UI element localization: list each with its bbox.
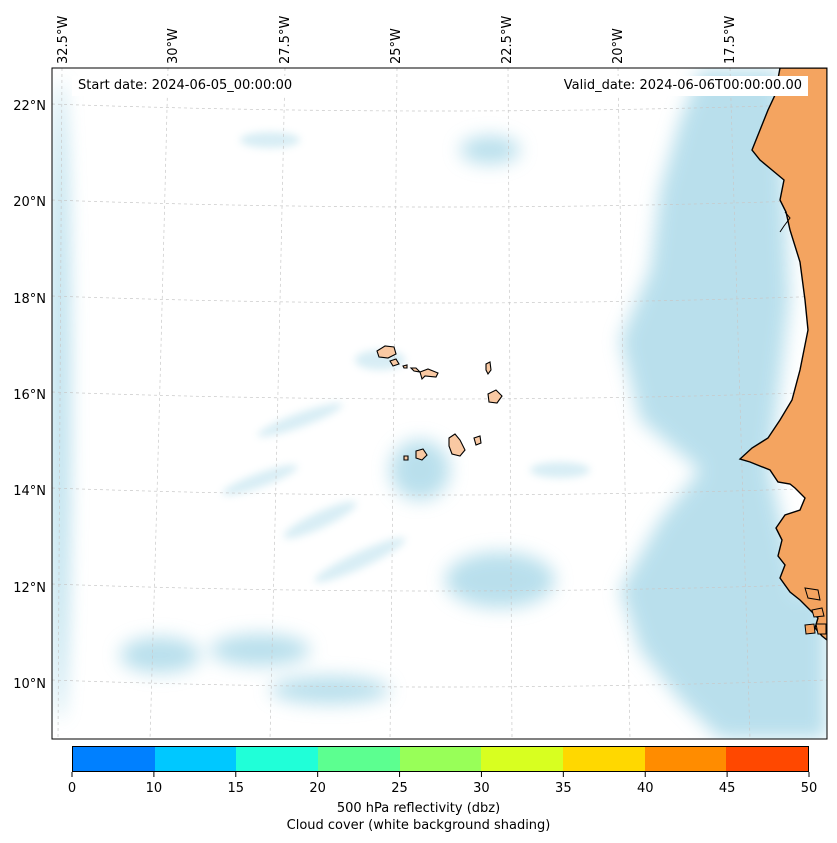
island-sal xyxy=(485,361,492,376)
coast-island xyxy=(815,623,827,635)
colorbar-segment xyxy=(644,747,727,771)
cloud-patch-central-south xyxy=(445,552,555,608)
coast-island xyxy=(804,623,816,635)
colorbar-segment xyxy=(236,747,319,771)
lat-label: 10°N xyxy=(13,677,46,692)
island-maio xyxy=(473,435,482,446)
parallel xyxy=(52,679,827,688)
cloud-streak xyxy=(240,132,300,148)
colorbar-segment xyxy=(73,747,155,771)
colorbar-tick-label: 50 xyxy=(801,781,818,796)
island-santo-antao xyxy=(376,345,397,359)
colorbar-tick-label: 0 xyxy=(68,781,76,796)
colorbar-segment xyxy=(563,747,645,771)
lon-label: 32.5°W xyxy=(56,16,71,64)
colorbar-ticks: 0 10 15 20 25 30 35 40 45 50 xyxy=(68,772,817,796)
colorbar-segment xyxy=(726,747,809,771)
longitude-labels: 32.5°W 30°W 27.5°W 25°W 22.5°W 20°W 17.5… xyxy=(56,16,738,64)
coast-island xyxy=(811,607,825,618)
cloud-band-southeast xyxy=(700,590,827,720)
lat-label: 16°N xyxy=(13,388,46,403)
start-date-label: Start date: 2024-06-05_00:00:00 xyxy=(72,76,299,96)
island-sao-nicolau xyxy=(409,367,422,373)
lat-label: 14°N xyxy=(13,484,46,499)
cloud-streak xyxy=(283,501,357,539)
cloud-band-east xyxy=(620,70,827,739)
parallel xyxy=(52,103,827,112)
colorbar-tick-label: 20 xyxy=(309,781,326,796)
meridian xyxy=(617,68,631,739)
cape-verde-islands xyxy=(376,345,503,461)
colorbar-tick-label: 10 xyxy=(146,781,163,796)
cloud-streaks-layer xyxy=(222,132,590,583)
colorbar-tick-label: 30 xyxy=(473,781,490,796)
cloud-streak xyxy=(257,403,343,437)
lat-label: 22°N xyxy=(13,99,46,114)
latitude-labels: 22°N 20°N 18°N 16°N 14°N 12°N 10°N xyxy=(13,99,46,692)
lon-label: 20°W xyxy=(611,28,626,64)
cloud-streak xyxy=(314,537,406,583)
cloud-patch-south xyxy=(210,634,310,666)
cloud-patch-bottom xyxy=(270,676,390,704)
island-sao-vicente xyxy=(389,358,400,367)
island-sao-nicolau-east xyxy=(419,368,439,381)
lon-label: 22.5°W xyxy=(500,16,515,64)
colorbar-tick-label: 45 xyxy=(719,781,736,796)
graticule xyxy=(52,68,827,739)
colorbar-segment xyxy=(481,747,564,771)
cloud-patch-north xyxy=(460,136,520,164)
lat-label: 20°N xyxy=(13,195,46,210)
parallel xyxy=(52,295,827,304)
meridian xyxy=(149,68,169,739)
lat-label: 18°N xyxy=(13,292,46,307)
meridian xyxy=(729,68,751,739)
parallel xyxy=(52,391,827,400)
parallel xyxy=(52,487,827,496)
lat-label: 12°N xyxy=(13,581,46,596)
colorbar-tick-label: 25 xyxy=(391,781,408,796)
cloud-streak xyxy=(530,462,590,478)
colorbar xyxy=(72,746,809,772)
colorbar-tick-label: 40 xyxy=(637,781,654,796)
parallel xyxy=(52,199,827,208)
colorbar-segment xyxy=(318,747,400,771)
cloud-patch-islands xyxy=(390,440,450,500)
island-boa-vista xyxy=(487,389,503,404)
island-santiago xyxy=(448,433,466,457)
coast-estuary xyxy=(804,587,821,601)
colorbar-segment xyxy=(399,747,482,771)
island-fogo xyxy=(415,448,428,461)
meridian xyxy=(507,68,513,739)
lon-label: 25°W xyxy=(389,28,404,64)
valid-date-label: Valid_date: 2024-06-06T00:00:00.00 xyxy=(557,76,808,96)
lon-label: 27.5°W xyxy=(278,16,293,64)
parallel xyxy=(52,583,827,592)
colorbar-sublabel: Cloud cover (white background shading) xyxy=(286,818,551,833)
meridian xyxy=(389,68,398,739)
colorbar-tick-label: 35 xyxy=(555,781,572,796)
coast-inlet xyxy=(779,211,791,233)
lon-label: 17.5°W xyxy=(723,16,738,64)
cloud-patch-left-edge xyxy=(52,80,70,720)
meridian xyxy=(269,68,286,739)
map-frame xyxy=(51,67,828,740)
cloud-streak xyxy=(222,464,298,496)
colorbar-segment xyxy=(154,747,237,771)
island-brava xyxy=(403,455,409,461)
lon-label: 30°W xyxy=(166,28,181,64)
cloud-cover-layer xyxy=(52,70,827,739)
african-coast-landmass xyxy=(738,68,827,641)
colorbar-label: 500 hPa reflectivity (dbz) xyxy=(336,801,501,816)
colorbar-tick-label: 15 xyxy=(228,781,245,796)
cloud-patch-southwest xyxy=(120,637,200,673)
island-santa-luzia xyxy=(402,364,408,369)
